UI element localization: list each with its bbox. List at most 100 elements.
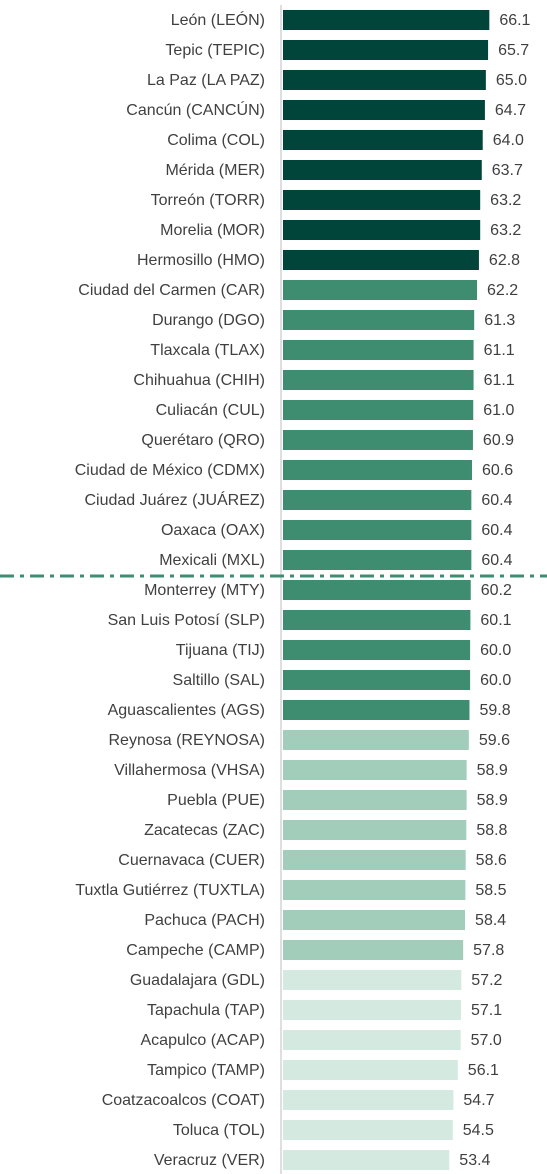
bar: [283, 40, 489, 60]
value-label: 66.1: [499, 12, 530, 29]
bar: [283, 1060, 458, 1080]
category-label: Coatzacoalcos (COAT): [102, 1092, 265, 1109]
value-label: 58.5: [475, 882, 506, 899]
bar: [283, 820, 467, 840]
bar: [283, 850, 466, 870]
bar: [283, 250, 479, 270]
bar: [283, 1000, 461, 1020]
category-label: Pachuca (PACH): [144, 912, 265, 929]
value-label: 58.9: [477, 792, 508, 809]
bar: [283, 370, 474, 390]
value-label: 54.7: [463, 1092, 494, 1109]
value-label: 57.8: [473, 942, 504, 959]
value-label: 64.0: [493, 132, 524, 149]
bar: [283, 10, 490, 30]
bar: [283, 970, 462, 990]
bar: [283, 940, 464, 960]
category-label: Cancún (CANCÚN): [126, 100, 265, 119]
value-label: 60.2: [481, 582, 512, 599]
bar: [283, 190, 481, 210]
category-label: Mexicali (MXL): [159, 552, 265, 569]
value-label: 60.9: [483, 432, 514, 449]
category-label: Culiacán (CUL): [156, 402, 265, 419]
bar: [283, 670, 471, 690]
category-label: Morelia (MOR): [160, 222, 265, 239]
category-label: Colima (COL): [167, 132, 265, 149]
bar: [283, 790, 467, 810]
category-label: Guadalajara (GDL): [130, 972, 265, 989]
category-label: Tampico (TAMP): [147, 1062, 265, 1079]
category-label: Monterrey (MTY): [144, 582, 265, 599]
value-label: 61.0: [483, 402, 514, 419]
bar: [283, 880, 466, 900]
category-label: Acapulco (ACAP): [141, 1032, 266, 1049]
value-label: 59.6: [479, 732, 510, 749]
category-label: Tlaxcala (TLAX): [150, 342, 265, 359]
category-label: Ciudad de México (CDMX): [75, 462, 265, 479]
bar: [283, 1090, 454, 1110]
category-label: Aguascalientes (AGS): [108, 702, 265, 719]
category-label: Campeche (CAMP): [126, 942, 265, 959]
bar: [283, 340, 474, 360]
value-label: 64.7: [495, 102, 526, 119]
bar: [283, 760, 467, 780]
value-label: 54.5: [463, 1122, 494, 1139]
bar: [283, 1150, 450, 1170]
value-label: 58.6: [476, 852, 507, 869]
bar: [283, 430, 473, 450]
category-label: Reynosa (REYNOSA): [109, 732, 266, 749]
bar: [283, 730, 469, 750]
category-label: Saltillo (SAL): [173, 672, 265, 689]
category-label: Oaxaca (OAX): [161, 522, 265, 539]
category-label: Tapachula (TAP): [147, 1002, 265, 1019]
value-label: 58.9: [477, 762, 508, 779]
value-label: 63.7: [492, 162, 523, 179]
category-label: Chihuahua (CHIH): [133, 372, 265, 389]
value-label: 58.4: [475, 912, 506, 929]
category-label: Ciudad Juárez (JUÁREZ): [85, 490, 266, 509]
value-label: 57.2: [471, 972, 502, 989]
value-label: 62.2: [487, 282, 518, 299]
category-label: León (LEÓN): [171, 10, 265, 29]
category-label: Toluca (TOL): [173, 1122, 265, 1139]
value-label: 56.1: [468, 1062, 499, 1079]
category-label: Puebla (PUE): [167, 792, 265, 809]
category-label: Ciudad del Carmen (CAR): [78, 282, 265, 299]
bar: [283, 520, 472, 540]
bar: [283, 610, 471, 630]
value-label: 60.4: [481, 522, 512, 539]
value-label: 60.0: [480, 642, 511, 659]
value-label: 65.7: [498, 42, 529, 59]
bar: [283, 640, 471, 660]
value-label: 60.4: [481, 492, 512, 509]
value-label: 63.2: [490, 192, 521, 209]
value-label: 63.2: [490, 222, 521, 239]
value-label: 57.1: [471, 1002, 502, 1019]
category-label: Tijuana (TIJ): [176, 642, 265, 659]
bar: [283, 700, 470, 720]
bar: [283, 400, 474, 420]
bar: [283, 490, 472, 510]
bar: [283, 160, 482, 180]
bar: [283, 310, 475, 330]
category-label: La Paz (LA PAZ): [147, 72, 265, 89]
value-label: 65.0: [496, 72, 527, 89]
category-label: Veracruz (VER): [154, 1152, 265, 1169]
category-label: Tuxtla Gutiérrez (TUXTLA): [75, 882, 265, 899]
value-label: 58.8: [476, 822, 507, 839]
category-label: Tepic (TEPIC): [165, 42, 265, 59]
bar: [283, 280, 478, 300]
category-label: Querétaro (QRO): [141, 432, 265, 449]
bar: [283, 1120, 453, 1140]
value-label: 60.4: [481, 552, 512, 569]
category-label: Cuernavaca (CUER): [118, 852, 265, 869]
bar: [283, 550, 472, 570]
value-label: 61.3: [484, 312, 515, 329]
category-label: Zacatecas (ZAC): [144, 822, 265, 839]
category-label: Mérida (MER): [165, 162, 265, 179]
value-label: 57.0: [471, 1032, 502, 1049]
category-label: San Luis Potosí (SLP): [108, 612, 265, 629]
value-label: 59.8: [479, 702, 510, 719]
bar: [283, 70, 486, 90]
